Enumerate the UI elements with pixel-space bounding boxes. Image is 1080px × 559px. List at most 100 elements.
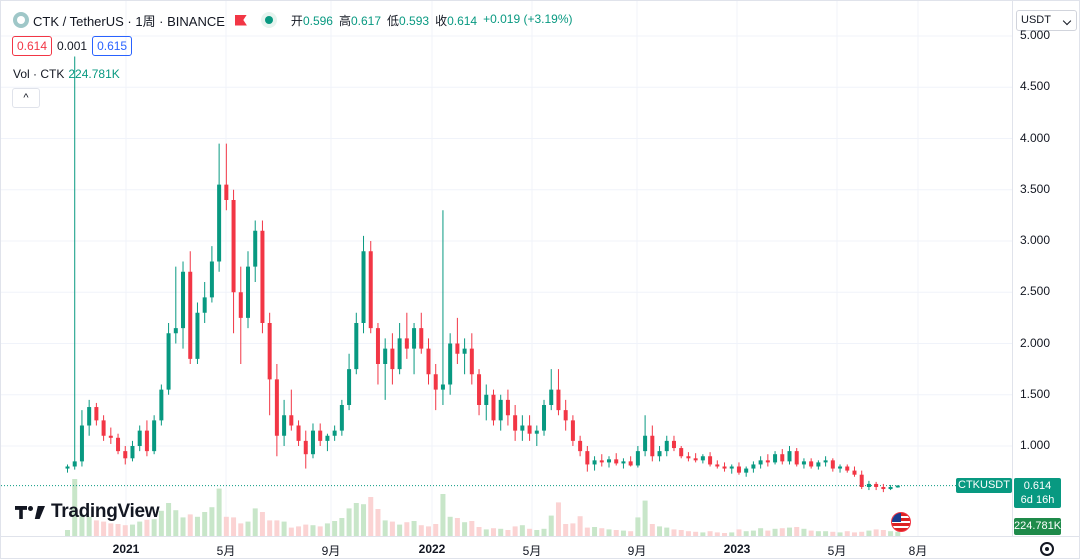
candle-body <box>202 297 207 313</box>
candle <box>866 480 871 491</box>
candle-body <box>520 425 525 431</box>
candle <box>137 425 142 452</box>
volume-bar <box>750 530 756 536</box>
candle-body <box>888 487 893 490</box>
candle-body <box>491 394 496 421</box>
volume-bar <box>469 521 475 536</box>
candle-body <box>679 448 684 457</box>
candle <box>455 317 460 364</box>
price-tick-label: 2.500 <box>1020 284 1051 299</box>
volume-bar <box>166 503 172 536</box>
volume-bar <box>722 533 728 536</box>
candle-body <box>838 466 843 469</box>
volume-bar <box>129 524 135 536</box>
price-tick-label: 3.500 <box>1020 181 1051 196</box>
trade-buttons: 0.614 0.001 0.615 <box>12 36 133 56</box>
candle-body <box>700 456 705 461</box>
volume-bar <box>101 521 107 536</box>
price-tick-label: 2.000 <box>1020 335 1051 350</box>
us-flag-icon[interactable] <box>891 512 911 532</box>
currency-select[interactable]: USDT <box>1016 10 1077 31</box>
candle <box>664 435 669 457</box>
candle <box>838 464 843 473</box>
volume-bar <box>144 519 150 536</box>
candle <box>643 415 648 457</box>
volume-bar <box>664 527 670 536</box>
volume-bar <box>563 524 569 536</box>
volume-bar <box>397 524 403 536</box>
price-tick-label: 1.500 <box>1020 386 1051 401</box>
chart-header: CTK / TetherUS · 1周 · BINANCE 开0.596 高0.… <box>13 10 573 30</box>
candle <box>570 415 575 446</box>
volume-bar <box>801 528 807 536</box>
volume-bar <box>714 532 720 536</box>
candle-body <box>758 460 763 465</box>
candle <box>108 427 113 444</box>
volume-bar <box>570 523 576 536</box>
candle <box>556 369 561 416</box>
candle-body <box>390 348 395 370</box>
volume-bar <box>851 532 857 536</box>
volume-bar <box>620 530 626 536</box>
volume-bar <box>108 523 114 536</box>
volume-bar <box>245 521 251 536</box>
candle-body <box>534 430 539 434</box>
candle-body <box>101 420 106 436</box>
volume-bar <box>823 531 829 536</box>
market-status-icon[interactable] <box>260 12 277 28</box>
candle-body <box>830 460 835 469</box>
volume-bar <box>787 527 792 536</box>
candle <box>671 435 676 452</box>
buy-button[interactable]: 0.615 <box>92 36 133 56</box>
volume-bar <box>577 516 583 536</box>
candle-body <box>693 458 698 461</box>
gear-icon[interactable] <box>1040 542 1054 556</box>
candle-body <box>123 451 128 459</box>
flag-marker-icon[interactable] <box>234 14 247 26</box>
candle-body <box>874 483 879 487</box>
volume-bar <box>231 517 237 536</box>
candle-body <box>881 487 886 490</box>
volume-bar <box>137 521 143 536</box>
candle-body <box>708 456 713 465</box>
candle <box>859 470 864 490</box>
candle-body <box>845 466 850 471</box>
time-tick-label: 5月 <box>827 544 847 558</box>
candle-body <box>780 454 785 462</box>
candle <box>491 389 496 426</box>
volume-legend[interactable]: Vol · CTK 224.781K <box>13 67 120 81</box>
candle-body <box>166 333 171 390</box>
candle-body <box>607 459 611 463</box>
sell-button[interactable]: 0.614 <box>12 36 53 56</box>
volume-bar <box>794 527 800 536</box>
candle-body <box>671 440 676 449</box>
volume-bar <box>389 521 395 536</box>
candle <box>715 460 720 469</box>
candle-body <box>513 415 518 431</box>
time-scale-divider <box>1 536 1080 537</box>
candle <box>881 483 886 493</box>
volume-bar <box>259 512 265 536</box>
volume-bar <box>888 531 894 536</box>
volume-bar <box>483 529 489 536</box>
candle <box>426 338 431 385</box>
candle <box>383 338 388 400</box>
candle <box>303 430 308 469</box>
candle <box>289 389 294 431</box>
candle <box>253 220 258 282</box>
close-label: 收 <box>435 13 448 28</box>
candle-body <box>816 462 821 467</box>
volume-bar <box>866 530 872 536</box>
volume-bar <box>512 526 518 536</box>
candle-body <box>116 437 121 452</box>
volume-bar <box>404 522 410 536</box>
candle <box>347 353 352 411</box>
candle-body <box>267 323 272 380</box>
collapse-legend-button[interactable]: ^ <box>12 88 40 108</box>
symbol-title[interactable]: CTK / TetherUS · 1周 · BINANCE <box>33 13 225 29</box>
time-tick-label: 2023 <box>723 542 751 556</box>
candle-body <box>650 435 655 457</box>
candle <box>130 440 135 462</box>
